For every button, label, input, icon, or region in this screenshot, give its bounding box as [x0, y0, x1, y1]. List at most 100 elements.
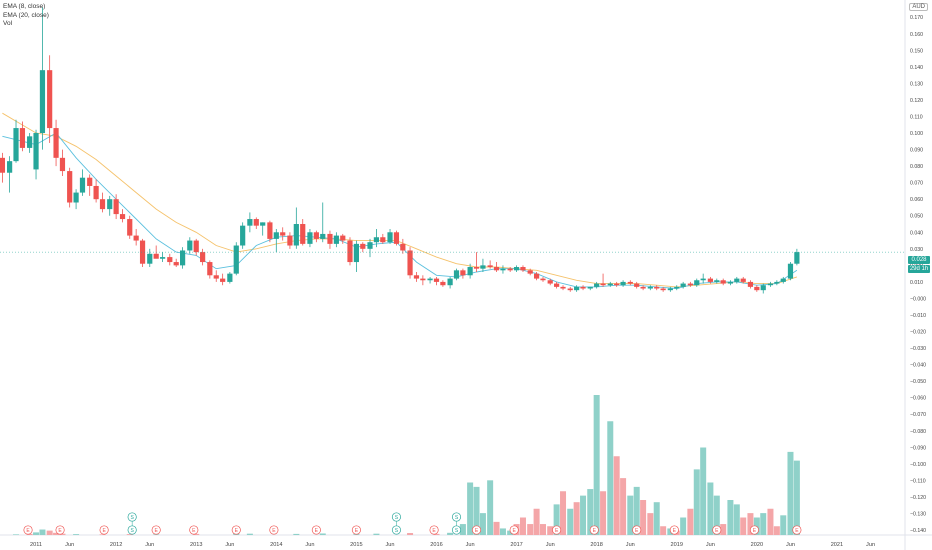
volume-bar — [533, 508, 540, 535]
candle-body — [107, 199, 113, 210]
candle-body — [680, 283, 686, 287]
event-marker-label: E — [272, 528, 276, 534]
y-tick-label: −0.120 — [910, 495, 926, 501]
y-tick-label: −0.020 — [910, 330, 926, 336]
candle-body — [213, 275, 219, 279]
x-tick-label: 2017 — [510, 542, 522, 548]
event-marker-label: E — [593, 528, 597, 534]
candle-body — [159, 257, 166, 259]
candle-body — [200, 252, 206, 263]
volume-bar — [560, 491, 567, 535]
volume-bar — [153, 534, 160, 535]
volume-bar — [653, 502, 660, 535]
candle-body — [720, 280, 726, 284]
volume-bar — [633, 486, 640, 535]
x-tick-label: Jun — [466, 542, 475, 548]
candle-body — [180, 250, 186, 266]
volume-bar — [687, 508, 694, 535]
volume-bar — [73, 534, 80, 535]
candle-body — [240, 225, 246, 246]
earnings-marker — [151, 525, 161, 535]
candle-body — [740, 278, 746, 282]
candle-body — [99, 199, 106, 210]
candle-body — [373, 237, 380, 243]
split-marker-upper — [451, 512, 462, 522]
legend-ema8[interactable]: EMA (8, close) — [3, 3, 46, 10]
volume-bar — [59, 533, 66, 535]
legend-vol[interactable]: Vol — [3, 20, 13, 28]
volume-bar — [319, 533, 326, 535]
volume-bar — [33, 532, 40, 535]
volume-bar — [733, 504, 740, 535]
volume-bar — [293, 533, 300, 535]
candle-body — [754, 286, 760, 291]
candle-body — [333, 235, 339, 244]
candle-body — [53, 128, 59, 158]
candle-body — [147, 253, 153, 264]
volume-bar — [713, 495, 720, 535]
countdown-tag: 29d 1h — [908, 265, 930, 273]
event-marker-label: E — [475, 528, 479, 534]
volume-bar — [740, 517, 747, 535]
candle-body — [19, 128, 26, 148]
earnings-marker — [231, 525, 241, 535]
volume-bar — [487, 480, 494, 535]
volume-bar — [600, 491, 607, 535]
candle-body — [139, 240, 146, 264]
y-tick-label: −0.090 — [910, 445, 926, 451]
candle-body — [714, 280, 720, 282]
candle-body — [594, 283, 600, 287]
earnings-marker — [552, 525, 562, 535]
candle-body — [467, 267, 473, 276]
y-tick-label: −0.070 — [910, 412, 926, 418]
y-tick-label: −0.140 — [910, 528, 926, 534]
event-marker-label: E — [432, 528, 436, 534]
currency-label[interactable]: AUD — [909, 3, 928, 11]
candle-body — [567, 288, 573, 291]
split-marker-upper — [391, 512, 401, 522]
candle-body — [387, 232, 393, 243]
earnings-marker — [509, 525, 519, 535]
candle-body — [427, 278, 433, 281]
candle-body — [453, 270, 460, 279]
candle-body — [273, 232, 279, 239]
candle-body — [694, 280, 700, 286]
y-tick-label: 0.110 — [910, 114, 923, 120]
volume-bar — [467, 482, 474, 535]
candle-body — [79, 177, 86, 193]
candle-body — [73, 192, 79, 203]
candle-body — [187, 240, 193, 251]
candle-body — [313, 232, 319, 239]
y-tick-label: 0.100 — [910, 131, 923, 137]
event-marker-label: E — [673, 528, 677, 534]
y-tick-label: 0.030 — [910, 247, 923, 253]
candle-body — [220, 278, 226, 282]
volume-bar — [353, 534, 360, 535]
candle-body — [33, 133, 39, 170]
candle-body — [67, 171, 73, 203]
candle-body — [447, 278, 453, 286]
candle-body — [253, 219, 259, 226]
earnings-marker — [269, 525, 279, 535]
y-tick-label: 0.050 — [910, 214, 923, 220]
candle-body — [533, 273, 540, 279]
candle-body — [320, 233, 326, 239]
candle-body — [727, 281, 734, 284]
y-tick-label: 0.060 — [910, 197, 923, 203]
earnings-marker — [712, 525, 722, 535]
volume-bar — [507, 530, 514, 535]
volume-bar — [527, 524, 534, 535]
volume-bar — [580, 495, 587, 535]
candle-body — [173, 262, 179, 266]
x-tick-label: Jun — [626, 542, 635, 548]
last-price-tag: 0.028 — [908, 256, 930, 264]
y-tick-label: −0.110 — [910, 478, 926, 484]
event-marker-label: S — [455, 515, 459, 521]
candle-body — [267, 222, 273, 239]
legend-ema20[interactable]: EMA (20, close) — [3, 11, 49, 19]
x-tick-label: 2019 — [671, 542, 683, 548]
candle-body — [640, 286, 646, 289]
candle-body — [39, 70, 46, 134]
candle-body — [87, 177, 93, 186]
